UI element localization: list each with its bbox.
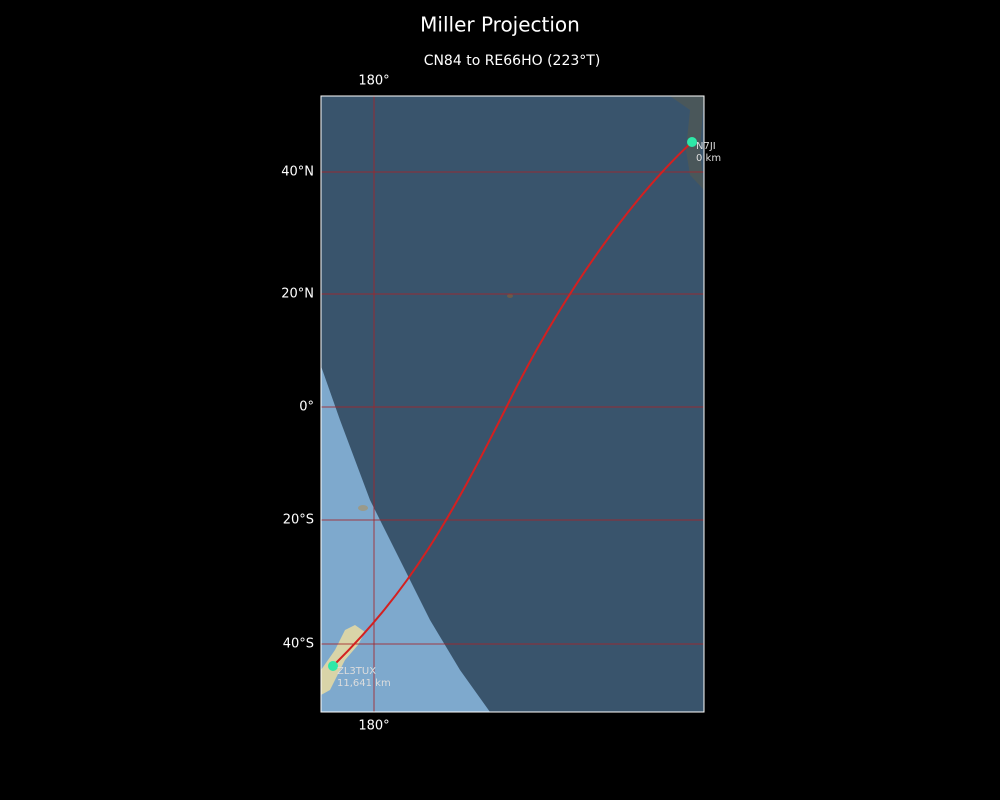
station-distance: 11,641 km bbox=[337, 678, 391, 689]
station-marker bbox=[687, 137, 697, 147]
island bbox=[358, 505, 368, 511]
lat-label: 0° bbox=[299, 400, 314, 415]
map bbox=[321, 96, 704, 712]
great-circle-path bbox=[332, 141, 693, 667]
lat-label: 20°S bbox=[283, 513, 314, 528]
lat-label: 40°N bbox=[281, 165, 314, 180]
lon-label: 180° bbox=[358, 719, 389, 734]
island bbox=[507, 294, 513, 298]
station-call: ZL3TUX bbox=[337, 666, 376, 677]
station-distance: 0 km bbox=[696, 153, 721, 164]
lon-label: 180° bbox=[358, 74, 389, 89]
title: Miller Projection bbox=[420, 13, 580, 37]
station-marker bbox=[328, 661, 338, 671]
lat-label: 20°N bbox=[281, 287, 314, 302]
subtitle: CN84 to RE66HO (223°T) bbox=[424, 53, 601, 69]
night-shade bbox=[321, 96, 704, 712]
map-frame bbox=[320, 95, 705, 713]
land bbox=[321, 625, 365, 695]
station-call: N7JI bbox=[696, 141, 716, 152]
lat-label: 40°S bbox=[283, 637, 314, 652]
